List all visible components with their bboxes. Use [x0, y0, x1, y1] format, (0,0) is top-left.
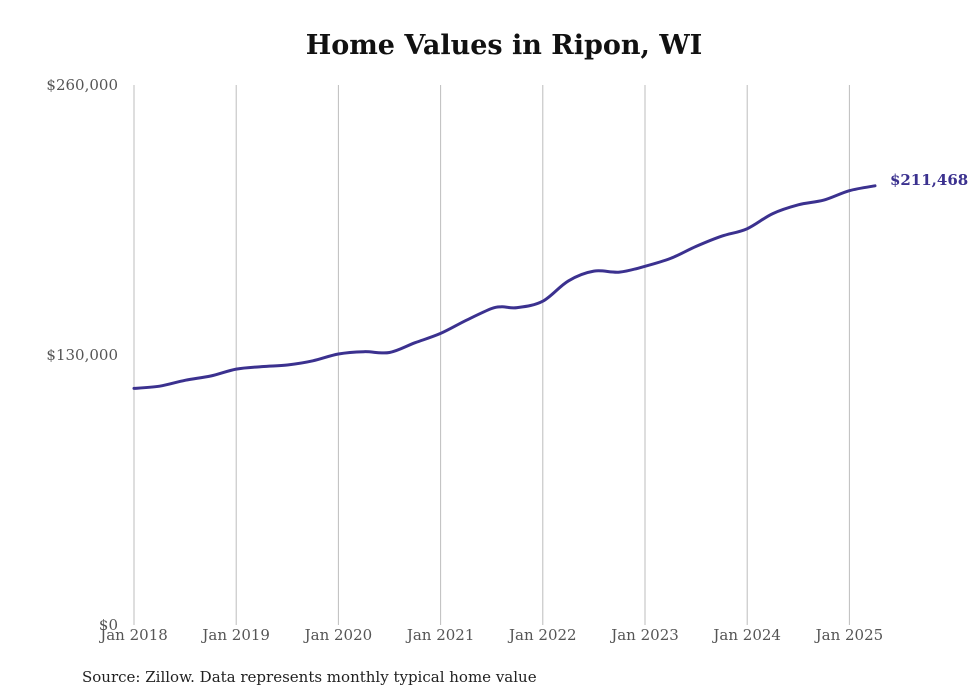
x-tick-label: Jan 2024: [711, 626, 781, 644]
x-tick-label: Jan 2022: [507, 626, 577, 644]
x-tick-label: Jan 2025: [814, 626, 884, 644]
x-tick-label: Jan 2021: [405, 626, 475, 644]
y-tick-label: $260,000: [46, 76, 118, 94]
gridlines: [133, 85, 850, 625]
x-tick-label: Jan 2018: [98, 626, 168, 644]
end-value-label: $211,468: [890, 171, 968, 189]
source-note: Source: Zillow. Data represents monthly …: [82, 668, 537, 686]
x-axis: Jan 2018 Jan 2019 Jan 2020 Jan 2021 Jan 2022…: [98, 626, 883, 644]
x-tick-label: Jan 2023: [609, 626, 679, 644]
x-tick-label: Jan 2019: [200, 626, 270, 644]
series-line-home-value: [132, 184, 877, 390]
y-tick-label: $130,000: [46, 346, 118, 364]
y-axis: $0 $130,000 $260,000: [46, 76, 118, 634]
chart-title: Home Values in Ripon, WI: [305, 30, 703, 61]
y-tick-label: $0: [99, 616, 118, 634]
x-tick-label: Jan 2020: [303, 626, 373, 644]
